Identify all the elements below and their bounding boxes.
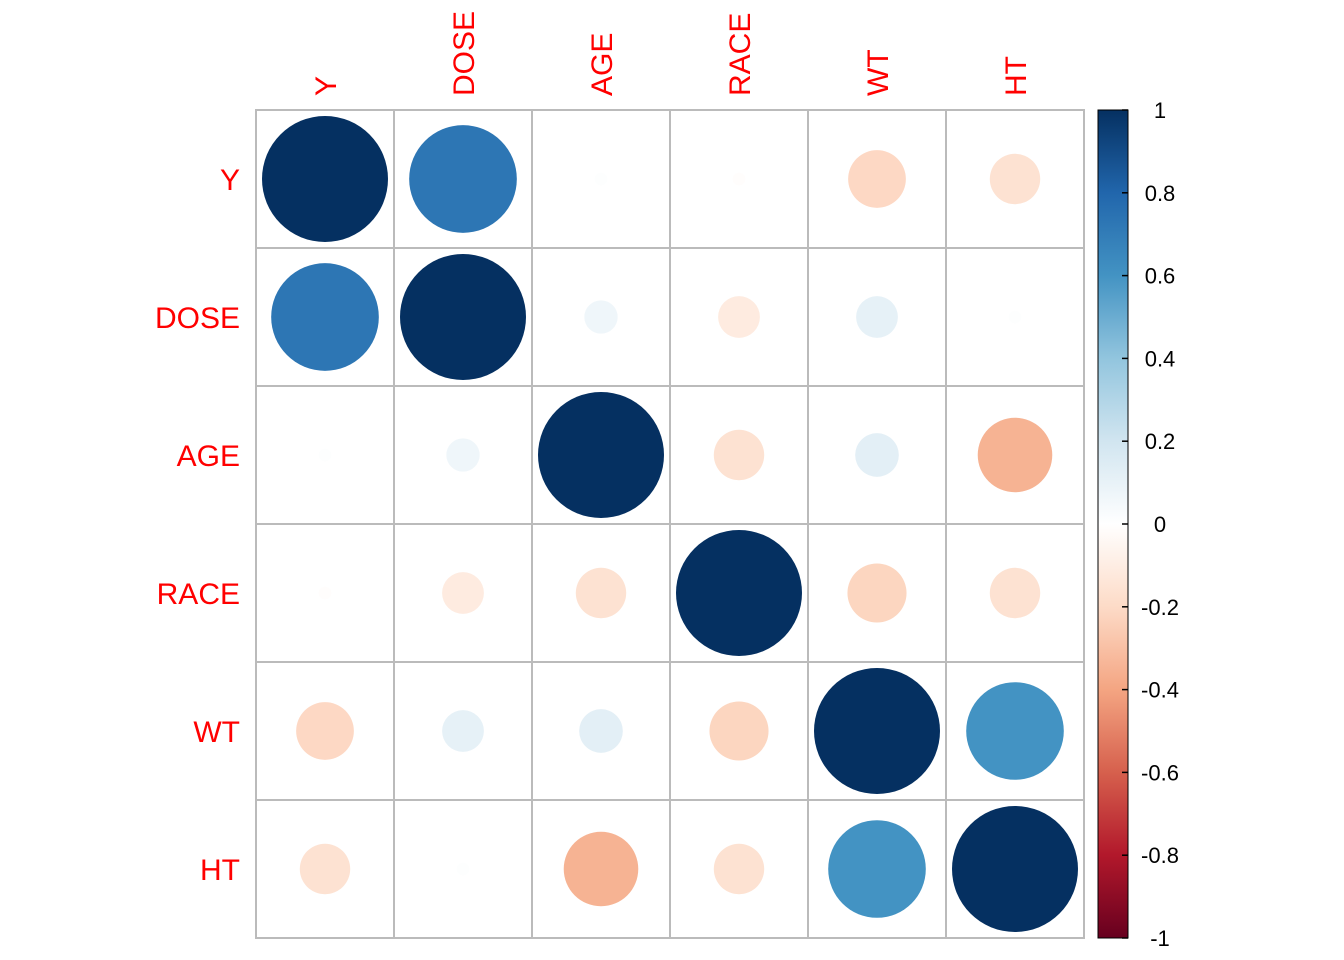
corr-circle-race-y xyxy=(318,586,332,600)
corr-circle-wt-y xyxy=(296,702,354,760)
corr-circle-ht-wt xyxy=(828,820,926,918)
colorbar-tick-label: -0.8 xyxy=(1141,843,1179,868)
colorbar-tick-label: 0.4 xyxy=(1145,346,1176,371)
column-label: Y xyxy=(310,76,343,96)
corr-circle-dose-dose xyxy=(400,254,526,380)
corr-circle-race-wt xyxy=(847,563,907,623)
column-label: AGE xyxy=(586,33,619,96)
cell-grid xyxy=(255,109,1085,939)
corr-circle-ht-age xyxy=(563,831,639,907)
corr-circle-age-age xyxy=(538,392,664,518)
corr-circle-ht-y xyxy=(299,843,351,895)
column-label: HT xyxy=(1000,56,1033,96)
colorbar-tick-label: 0 xyxy=(1154,512,1166,537)
corr-circle-dose-ht xyxy=(1008,310,1022,324)
axis-labels: Y Y DOSE DOSE AGE AGE RACE RACE WT WT HT HT xyxy=(155,11,1033,887)
corr-circle-race-age xyxy=(575,567,627,619)
colorbar-tick-label: 1 xyxy=(1154,98,1166,123)
corr-circle-ht-dose xyxy=(456,862,470,876)
correlation-circles xyxy=(262,116,1078,932)
row-label: Y xyxy=(220,164,240,197)
corr-circle-wt-ht xyxy=(966,682,1064,780)
row-label: RACE xyxy=(157,578,240,611)
colorbar-tick-label: -0.2 xyxy=(1141,595,1179,620)
colorbar: -1 -0.8 -0.6 -0.4 -0.2 0 0.2 0.4 0.6 0.8 1 xyxy=(1097,98,1179,951)
corr-circle-ht-race xyxy=(713,843,765,895)
cell xyxy=(393,385,533,525)
corr-circle-dose-wt xyxy=(856,296,898,338)
colorbar-tick-label: -1 xyxy=(1150,926,1170,951)
corr-circle-y-ht xyxy=(989,153,1041,205)
colorbar-tick-label: 0.6 xyxy=(1145,264,1176,289)
row-label: AGE xyxy=(177,440,240,473)
corr-circle-age-y xyxy=(318,448,332,462)
corr-circle-age-ht xyxy=(977,417,1053,493)
corr-circle-wt-dose xyxy=(442,710,484,752)
corr-circle-age-wt xyxy=(855,433,899,477)
corr-circle-age-dose xyxy=(446,438,480,472)
corr-circle-y-wt xyxy=(848,150,906,208)
row-label: DOSE xyxy=(155,302,240,335)
corr-circle-ht-ht xyxy=(952,806,1078,932)
row-label: HT xyxy=(200,854,240,887)
corr-circle-race-race xyxy=(676,530,802,656)
colorbar-tick-label: 0.2 xyxy=(1145,429,1176,454)
column-label: DOSE xyxy=(448,11,481,96)
colorbar-tick-label: -0.4 xyxy=(1141,678,1179,703)
corr-circle-race-ht xyxy=(989,567,1041,619)
row-label: WT xyxy=(193,716,240,749)
corr-circle-race-dose xyxy=(442,572,484,614)
column-label: RACE xyxy=(724,13,757,96)
colorbar-tick-label: -0.6 xyxy=(1141,760,1179,785)
corr-circle-wt-race xyxy=(709,701,769,761)
corr-circle-dose-race xyxy=(718,296,760,338)
corr-circle-wt-wt xyxy=(814,668,940,794)
corr-circle-dose-y xyxy=(271,263,379,371)
corr-circle-dose-age xyxy=(584,300,618,334)
corr-circle-age-race xyxy=(713,429,765,481)
corr-circle-y-age xyxy=(594,172,608,186)
corr-circle-y-y xyxy=(262,116,388,242)
column-label: WT xyxy=(862,49,895,96)
corr-circle-y-dose xyxy=(409,125,517,233)
corr-circle-wt-age xyxy=(579,709,623,753)
corr-circle-y-race xyxy=(732,172,746,186)
colorbar-tick-label: 0.8 xyxy=(1145,181,1176,206)
